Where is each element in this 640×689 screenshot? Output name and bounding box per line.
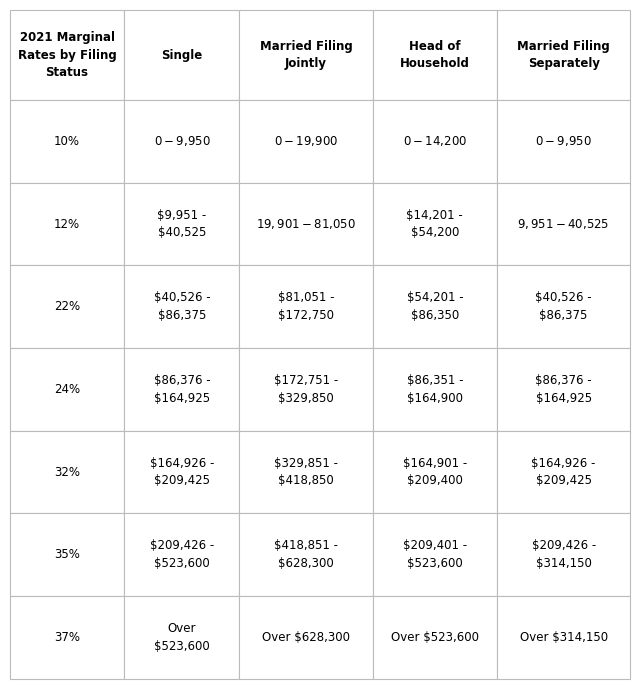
Bar [372,183,497,265]
Text: 10%: 10% [54,135,80,148]
Bar [497,183,630,265]
Bar [124,348,239,431]
Text: $81,051 -
$172,750: $81,051 - $172,750 [278,291,334,322]
Text: $209,426 -
$314,150: $209,426 - $314,150 [532,539,596,570]
Text: Married Filing
Separately: Married Filing Separately [517,40,610,70]
Bar [497,348,630,431]
Bar [497,100,630,183]
Bar [239,431,372,513]
Text: 22%: 22% [54,300,80,313]
Text: 24%: 24% [54,383,80,396]
Text: Head of
Household: Head of Household [400,40,470,70]
Text: Over $628,300: Over $628,300 [262,631,350,644]
Text: 37%: 37% [54,631,80,644]
Text: $172,751 -
$329,850: $172,751 - $329,850 [274,374,338,404]
Text: Over $523,600: Over $523,600 [391,631,479,644]
Text: $164,926 -
$209,425: $164,926 - $209,425 [150,457,214,487]
Text: $418,851 -
$628,300: $418,851 - $628,300 [274,539,338,570]
Bar [10,100,124,183]
Text: $209,426 -
$523,600: $209,426 - $523,600 [150,539,214,570]
Text: Over
$523,600: Over $523,600 [154,622,210,652]
Bar [372,265,497,348]
Bar [239,513,372,596]
Bar [372,596,497,679]
Bar [124,596,239,679]
Bar [239,10,372,100]
Text: 35%: 35% [54,548,80,561]
Bar [497,265,630,348]
Bar [10,596,124,679]
Bar [10,10,124,100]
Bar [124,431,239,513]
Text: $40,526 -
$86,375: $40,526 - $86,375 [535,291,592,322]
Text: Married Filing
Jointly: Married Filing Jointly [260,40,353,70]
Text: $0 - $14,200: $0 - $14,200 [403,134,467,148]
Text: Over $314,150: Over $314,150 [520,631,608,644]
Text: $9,951 -
$40,525: $9,951 - $40,525 [157,209,207,239]
Bar [124,10,239,100]
Bar [372,10,497,100]
Text: $86,376 -
$164,925: $86,376 - $164,925 [154,374,210,404]
Bar [372,431,497,513]
Bar [10,513,124,596]
Bar [497,596,630,679]
Text: Single: Single [161,49,202,62]
Bar [10,183,124,265]
Text: $86,376 -
$164,925: $86,376 - $164,925 [535,374,592,404]
Bar [10,348,124,431]
Bar [239,100,372,183]
Bar [497,431,630,513]
Text: $209,401 -
$523,600: $209,401 - $523,600 [403,539,467,570]
Text: $40,526 -
$86,375: $40,526 - $86,375 [154,291,210,322]
Bar [10,431,124,513]
Bar [372,513,497,596]
Bar [10,265,124,348]
Bar [497,513,630,596]
Text: $9,951 - $40,525: $9,951 - $40,525 [518,217,610,231]
Bar [372,348,497,431]
Text: $14,201 -
$54,200: $14,201 - $54,200 [406,209,463,239]
Bar [124,100,239,183]
Text: $0 - $19,900: $0 - $19,900 [274,134,338,148]
Text: $329,851 -
$418,850: $329,851 - $418,850 [274,457,338,487]
Bar [239,183,372,265]
Bar [239,348,372,431]
Text: $164,926 -
$209,425: $164,926 - $209,425 [531,457,596,487]
Bar [124,183,239,265]
Text: 12%: 12% [54,218,80,231]
Text: $86,351 -
$164,900: $86,351 - $164,900 [406,374,463,404]
Text: 32%: 32% [54,466,80,478]
Text: $0 - $9,950: $0 - $9,950 [535,134,592,148]
Bar [239,596,372,679]
Bar [124,513,239,596]
Text: $0 - $9,950: $0 - $9,950 [154,134,210,148]
Text: $19,901 - $81,050: $19,901 - $81,050 [256,217,356,231]
Bar [124,265,239,348]
Text: $164,901 -
$209,400: $164,901 - $209,400 [403,457,467,487]
Text: $54,201 -
$86,350: $54,201 - $86,350 [406,291,463,322]
Bar [239,265,372,348]
Bar [497,10,630,100]
Bar [372,100,497,183]
Text: 2021 Marginal
Rates by Filing
Status: 2021 Marginal Rates by Filing Status [18,31,116,79]
